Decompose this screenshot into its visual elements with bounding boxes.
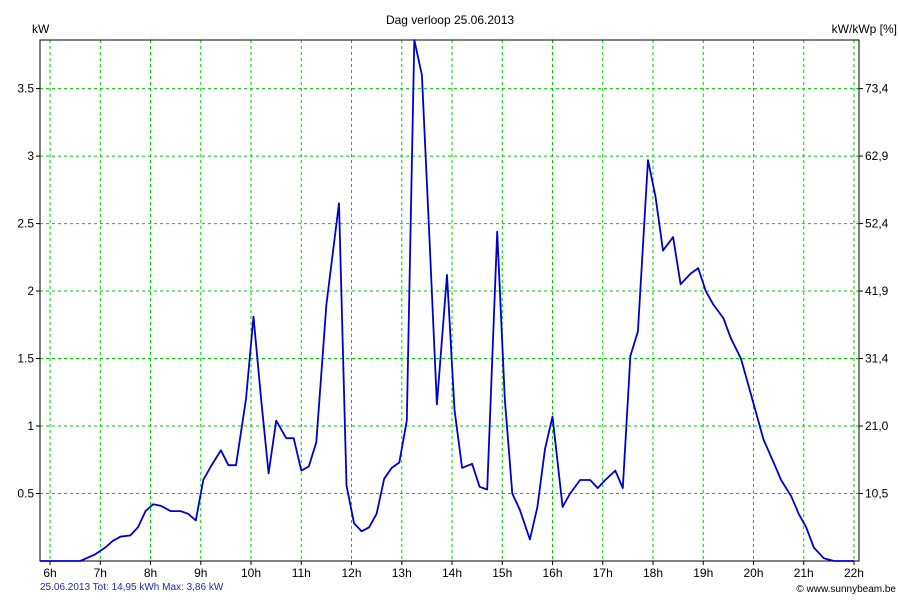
x-tick-label: 11h [292, 566, 311, 580]
y-tick-label-right: 10,5 [865, 487, 889, 501]
x-tick-label: 13h [392, 566, 412, 580]
x-tick-label: 12h [342, 566, 362, 580]
y-tick-label-left: 0.5 [17, 487, 34, 501]
x-tick-label: 20h [743, 566, 763, 580]
plot-frame [39, 39, 860, 562]
x-tick-label: 9h [194, 566, 207, 580]
y-tick-label-right: 73,4 [865, 82, 889, 96]
x-tick-label: 10h [241, 566, 261, 580]
power-series-line [40, 39, 854, 562]
axis-ticks: 6h 7h 8h 9h 10h 11h 12h 13h 14h 15h 16h 17h 18h 19h 20… [17, 82, 888, 580]
y-axis-label-right: kW/kWp [%] [832, 22, 897, 36]
y-tick-label-right: 62,9 [865, 149, 889, 163]
y-tick-label-left: 2.5 [17, 217, 34, 231]
y-tick-label-left: 3 [27, 149, 34, 163]
y-tick-label-right: 41,9 [865, 284, 889, 298]
y-tick-label-left: 2 [27, 284, 34, 298]
x-tick-label: 14h [442, 566, 462, 580]
x-tick-label: 19h [693, 566, 713, 580]
x-tick-label: 8h [144, 566, 157, 580]
y-tick-label-right: 52,4 [865, 217, 889, 231]
x-tick-label: 15h [492, 566, 512, 580]
x-tick-label: 16h [542, 566, 562, 580]
x-tick-label: 18h [643, 566, 663, 580]
y-tick-label-left: 3.5 [17, 82, 34, 96]
footer-credit: © www.sunnybeam.be [796, 584, 896, 595]
x-tick-label: 17h [593, 566, 613, 580]
y-tick-label-right: 31,4 [865, 352, 889, 366]
x-tick-label: 6h [43, 566, 56, 580]
footer-summary: 25.06.2013 Tot: 14,95 kWh Max: 3,86 kW [40, 582, 224, 593]
grid [40, 40, 859, 561]
chart-title: Dag verloop 25.06.2013 [386, 13, 514, 27]
x-tick-label: 21h [794, 566, 814, 580]
y-axis-label-left: kW [32, 22, 50, 36]
x-tick-label: 22h [844, 566, 864, 580]
y-tick-label-left: 1 [27, 419, 34, 433]
y-tick-label-left: 1.5 [17, 352, 34, 366]
y-tick-label-right: 21,0 [865, 419, 889, 433]
x-tick-label: 7h [94, 566, 107, 580]
